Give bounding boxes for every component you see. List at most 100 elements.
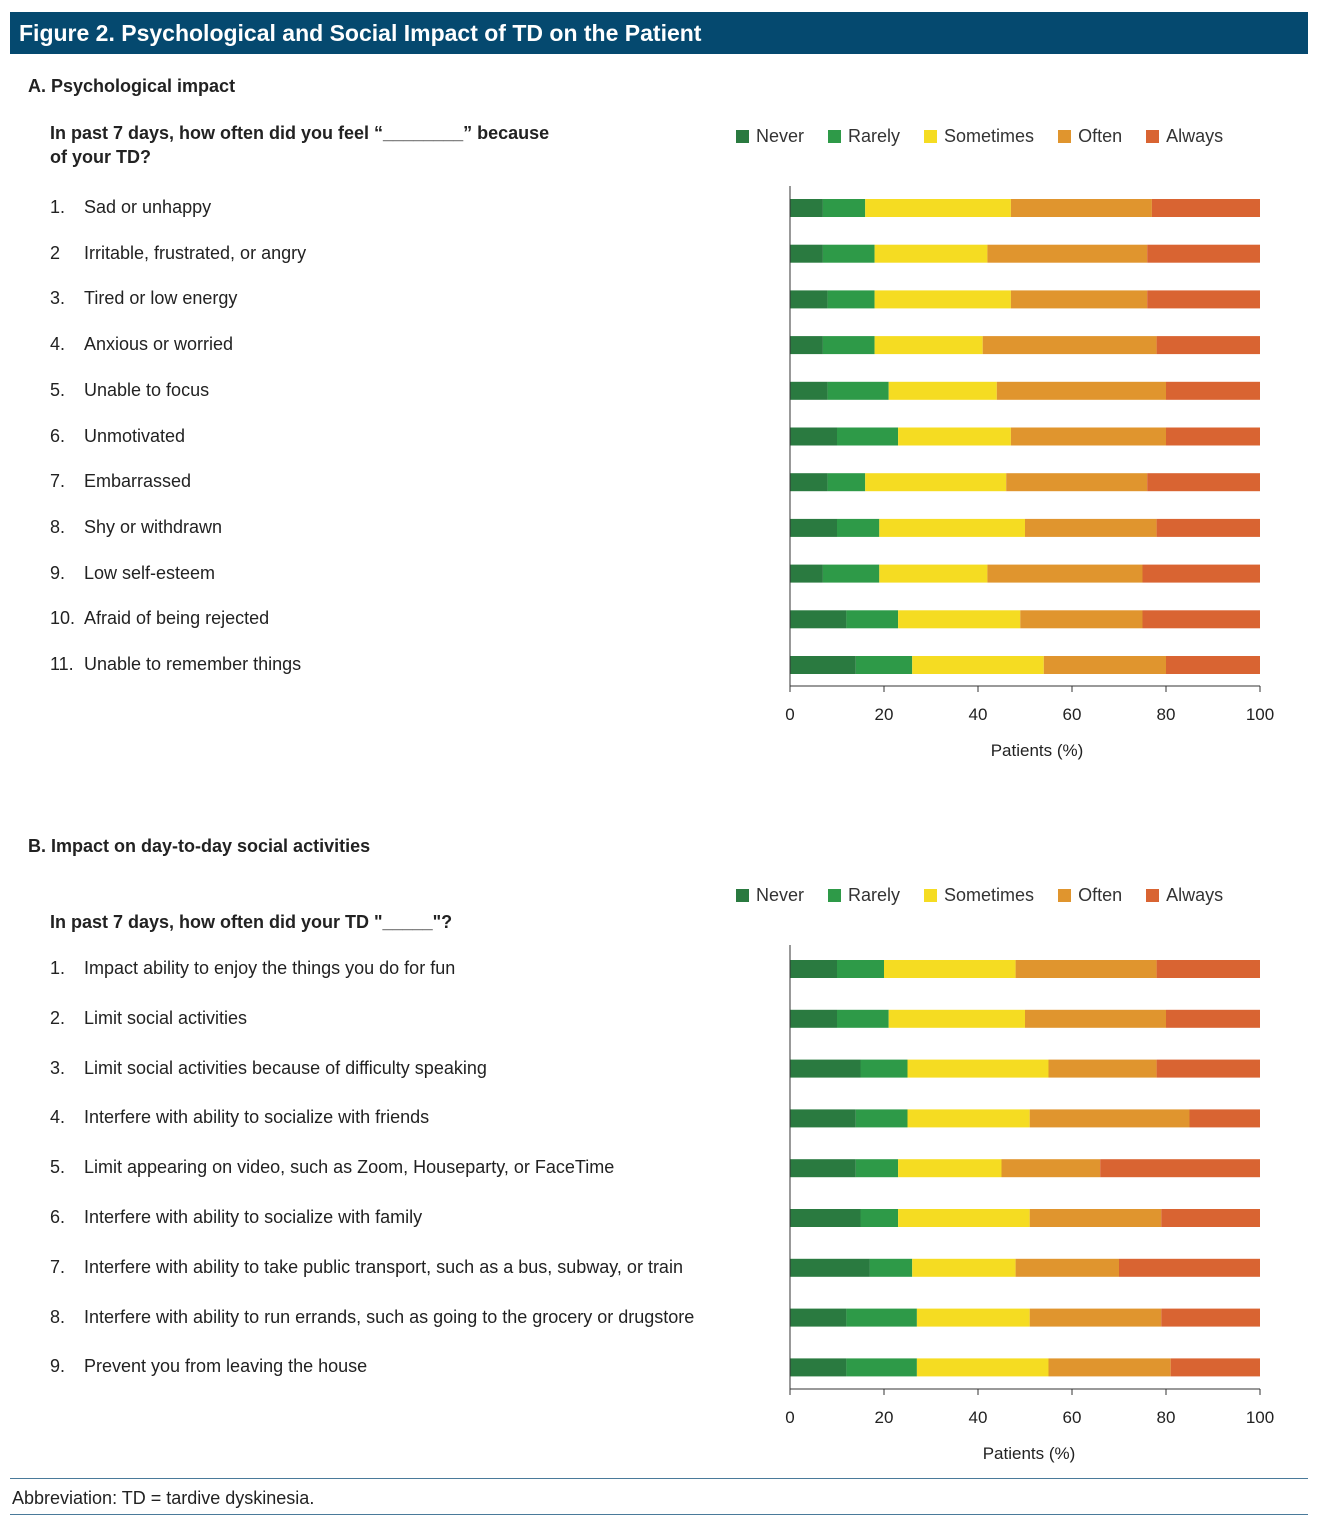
panel-b-bar-segment-rarely: [860, 1209, 899, 1227]
panel-a-bar-segment-never: [790, 518, 837, 537]
panel-b-x-tick-label: 80: [1157, 1408, 1176, 1427]
panel-a-item-row: 3. Tired or low energy: [50, 288, 237, 309]
panel-b-item-row: 6. Interfere with ability to socialize wi…: [50, 1207, 422, 1228]
item-label: Interfere with ability to socialize with…: [84, 1207, 423, 1227]
panel-b-x-tick-label: 20: [875, 1408, 894, 1427]
figure-title: Figure 2. Psychological and Social Impac…: [10, 12, 1308, 54]
panel-b-legend-item: Often: [1058, 885, 1122, 906]
panel-a-bar-segment-always: [1147, 244, 1260, 263]
panel-a-bar-segment-sometimes: [879, 564, 988, 583]
panel-a-legend-item: Sometimes: [924, 126, 1034, 147]
panel-a-bar-segment-always: [1156, 518, 1260, 537]
panel-b-bar-segment-sometimes: [888, 1009, 1025, 1028]
panel-a-bar-segment-sometimes: [874, 336, 983, 355]
panel-b-bar-segment-never: [790, 1209, 861, 1227]
legend-label: Always: [1166, 126, 1224, 146]
panel-b-question-line1: In past 7 days, how often did your TD "_…: [50, 912, 453, 932]
panel-b-legend-item: Sometimes: [924, 885, 1034, 906]
panel-a-bar-segment-always: [1142, 564, 1260, 583]
item-label: Interfere with ability to run errands, s…: [84, 1306, 695, 1327]
item-number: 9.: [50, 1356, 66, 1377]
panel-b-bar-segment-often: [1025, 1009, 1166, 1028]
item-number: 7.: [50, 1256, 66, 1277]
panel-b-bar-segment-often: [1015, 960, 1157, 978]
item-label: Unable to remember things: [84, 654, 302, 674]
panel-b-x-tick-label: 0: [785, 1408, 794, 1427]
panel-b-bar-segment-always: [1119, 1258, 1260, 1277]
panel-a-bar-segment-often: [1006, 473, 1148, 492]
item-label: Interfere with ability to take public tr…: [84, 1256, 683, 1277]
panel-a-legend-item: Always: [1146, 126, 1223, 147]
legend-swatch: [1146, 130, 1160, 143]
panel-a-x-tick-label: 20: [875, 705, 894, 724]
item-label: Sad or unhappy: [84, 197, 212, 217]
panel-b-bar-segment-rarely: [855, 1159, 899, 1178]
panel-b-bar-segment-sometimes: [907, 1109, 1030, 1128]
panel-b-bar-segment-never: [790, 1009, 837, 1028]
panel-a-bar-segment-never: [790, 336, 823, 355]
panel-a-bar-segment-always: [1147, 473, 1260, 492]
panel-a-legend: Never Rarely Sometimes Often Always: [736, 126, 1247, 148]
panel-b-item-row: 8. Interfere with ability to run errands,…: [50, 1307, 694, 1328]
panel-b-bar-segment-sometimes: [898, 1209, 1030, 1227]
panel-b-title: B. Impact on day-to-day social activitie…: [28, 836, 371, 856]
panel-a-item-row: 11. Unable to remember things: [50, 654, 301, 675]
panel-b-legend-item: Never: [736, 885, 804, 906]
panel-a-bar-segment-always: [1166, 656, 1260, 674]
panel-b-legend-item: Always: [1146, 885, 1223, 906]
item-label: Unmotivated: [84, 425, 186, 446]
panel-a-bar-segment-never: [790, 290, 828, 309]
panel-b-bar-segment-rarely: [869, 1258, 913, 1277]
panel-a-bar-segment-often: [1025, 518, 1157, 537]
item-label: Irritable, frustrated, or angry: [84, 242, 307, 263]
panel-a-item-row: 8. Shy or withdrawn: [50, 517, 222, 538]
item-label: Unable to focus: [84, 379, 210, 400]
item-number: 3.: [50, 288, 66, 309]
panel-a-legend-item: Rarely: [828, 126, 900, 147]
item-label: Limit social activities because of diffi…: [84, 1057, 487, 1078]
panel-a-item-row: 9. Low self-esteem: [50, 563, 215, 584]
panel-b-bar-segment-often: [1029, 1109, 1190, 1128]
legend-swatch: [828, 130, 842, 143]
item-number: 4.: [50, 1107, 66, 1128]
panel-a-bar-segment-always: [1166, 381, 1260, 400]
panel-a-question: In past 7 days, how often did you feel “…: [50, 121, 549, 169]
item-number: 6.: [50, 1207, 66, 1227]
panel-b-bar-segment-never: [790, 1109, 856, 1128]
legend-swatch: [924, 130, 938, 143]
panel-a-bar-segment-rarely: [822, 199, 866, 217]
panel-a-x-axis-title: Patients (%): [991, 741, 1084, 760]
panel-a-bar-segment-never: [790, 564, 823, 583]
item-label: Limit appearing on video, such as Zoom, …: [84, 1157, 615, 1178]
panel-a-bar-segment-always: [1142, 610, 1260, 629]
panel-b-bar-segment-sometimes: [916, 1358, 1049, 1377]
panel-b-question: In past 7 days, how often did your TD "_…: [50, 910, 452, 934]
panel-b-bar-segment-always: [1189, 1109, 1260, 1128]
panel-a-question-line2: of your TD?: [50, 147, 151, 167]
item-label: Low self-esteem: [84, 562, 216, 583]
panel-b-bar-segment-rarely: [846, 1308, 917, 1327]
legend-swatch: [1146, 889, 1160, 902]
panel-a-item-row: 1. Sad or unhappy: [50, 197, 211, 218]
item-number: 4.: [50, 334, 66, 355]
item-number: 8.: [50, 516, 66, 537]
panel-b-bar-segment-often: [1015, 1258, 1119, 1277]
item-number: 5.: [50, 379, 66, 400]
panel-b-bar-segment-sometimes: [912, 1258, 1016, 1277]
panel-b-item-row: 9. Prevent you from leaving the house: [50, 1356, 367, 1377]
item-label: Prevent you from leaving the house: [84, 1356, 368, 1377]
legend-label: Often: [1078, 885, 1123, 905]
panel-b-bar-segment-often: [1029, 1209, 1162, 1227]
panel-a-bar-segment-rarely: [855, 656, 913, 674]
legend-label: Never: [756, 126, 805, 146]
item-number: 2: [50, 242, 61, 263]
item-label: Anxious or worried: [84, 334, 234, 355]
panel-a-x-tick-label: 0: [785, 705, 794, 724]
item-number: 11.: [50, 654, 74, 674]
panel-a-bar-segment-never: [790, 473, 828, 492]
footer-divider-top: [10, 1478, 1308, 1479]
panel-a-bar-segment-rarely: [846, 610, 899, 629]
panel-b-bar-segment-never: [790, 1059, 861, 1078]
legend-swatch: [828, 889, 842, 902]
panel-a-bar-segment-sometimes: [874, 290, 1011, 309]
